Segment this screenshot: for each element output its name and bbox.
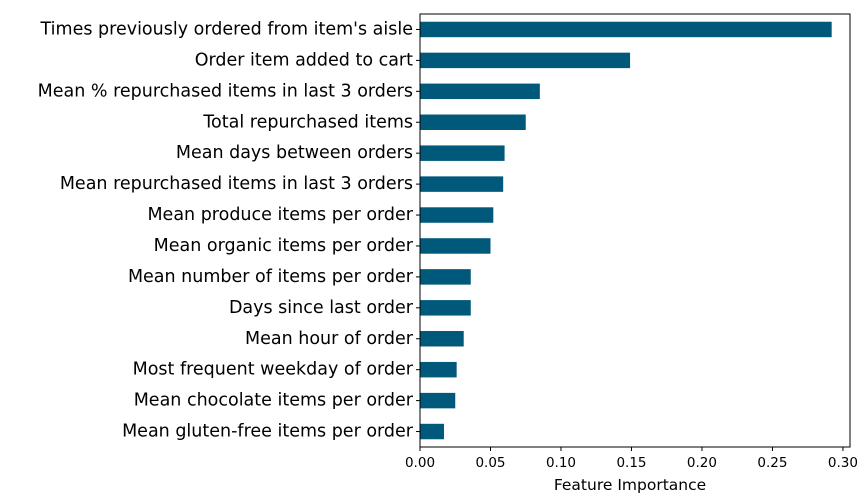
bar xyxy=(420,238,491,254)
bar xyxy=(420,269,471,285)
category-label: Times previously ordered from item's ais… xyxy=(40,19,413,39)
category-label: Mean days between orders xyxy=(176,143,413,163)
x-tick-label: 0.25 xyxy=(757,455,787,471)
x-tick-label: 0.15 xyxy=(616,455,646,471)
x-tick-label: 0.20 xyxy=(687,455,717,471)
category-label: Mean produce items per order xyxy=(147,205,413,225)
bar xyxy=(420,145,505,161)
bar xyxy=(420,423,444,440)
category-label: Mean hour of order xyxy=(245,329,414,349)
category-labels-group: Times previously ordered from item's ais… xyxy=(38,19,420,442)
category-label: Mean repurchased items in last 3 orders xyxy=(60,174,413,194)
category-label: Most frequent weekday of order xyxy=(133,360,414,380)
category-label: Order item added to cart xyxy=(195,50,413,70)
bar xyxy=(420,331,464,347)
plot-frame xyxy=(419,13,851,448)
category-label: Total repurchased items xyxy=(202,112,413,132)
bar xyxy=(420,114,526,130)
bar xyxy=(420,361,457,378)
bar xyxy=(420,300,471,316)
category-label: Mean gluten-free items per order xyxy=(122,422,414,442)
category-label: Days since last order xyxy=(229,298,414,318)
bar xyxy=(420,392,456,409)
category-label: Mean % repurchased items in last 3 order… xyxy=(38,81,413,101)
x-axis-ticks-group: 0.00 0.05 0.10 0.15 0.20 0.25 0.30 xyxy=(405,447,858,471)
category-label: Mean number of items per order xyxy=(128,267,414,287)
x-tick-label: 0.30 xyxy=(828,455,858,471)
x-tick-label: 0.00 xyxy=(405,455,435,471)
x-axis-title: Feature Importance xyxy=(554,476,706,494)
bar xyxy=(420,52,631,69)
bar xyxy=(420,176,504,192)
x-tick-label: 0.05 xyxy=(475,455,505,471)
bar xyxy=(420,207,494,223)
category-label: Mean organic items per order xyxy=(154,236,414,256)
x-tick-label: 0.10 xyxy=(546,455,576,471)
bar xyxy=(420,21,832,38)
bars-group xyxy=(420,21,832,440)
bar xyxy=(420,83,540,100)
category-label: Mean chocolate items per order xyxy=(134,391,414,411)
